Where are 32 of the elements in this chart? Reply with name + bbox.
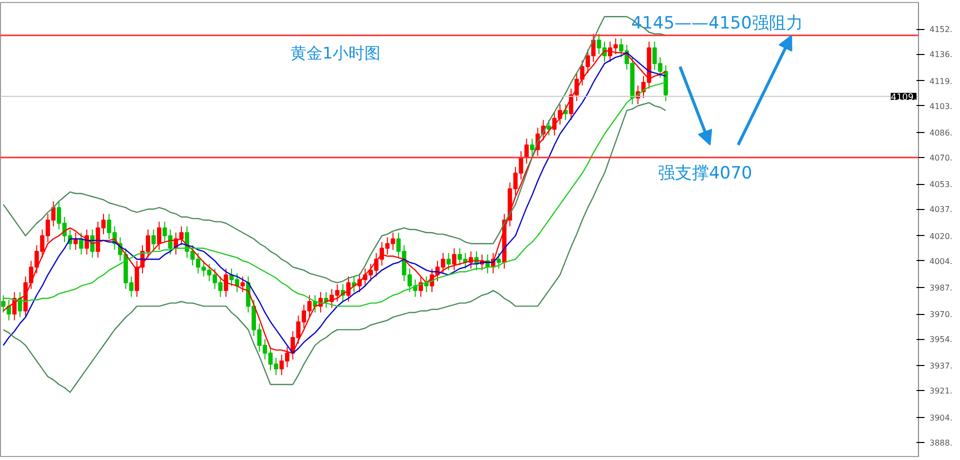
candlestick bbox=[524, 138, 529, 164]
y-tick-label: 4136. bbox=[930, 50, 952, 60]
y-tick-label: 4070. bbox=[930, 153, 952, 162]
candlestick bbox=[156, 221, 162, 250]
y-tick-label: 3987. bbox=[930, 283, 952, 292]
y-tick-label: 4086. bbox=[930, 128, 952, 138]
y-tick-label: 3904. bbox=[930, 413, 952, 422]
y-tick-label: 4004. bbox=[930, 256, 952, 266]
y-tick-label: 3954. bbox=[930, 335, 952, 344]
candlestick bbox=[418, 276, 423, 298]
ref-line-label: 强支撑4070 bbox=[658, 163, 752, 184]
y-tick-label: 4053. bbox=[930, 180, 952, 190]
y-tick-label: 3888. bbox=[930, 438, 952, 448]
candlestick bbox=[79, 232, 84, 256]
y-tick-label: 4037. bbox=[930, 205, 952, 214]
y-tick-label: 4119. bbox=[930, 76, 952, 86]
candlestick bbox=[546, 119, 552, 136]
y-tick-label: 3937. bbox=[930, 362, 952, 371]
candlestick bbox=[496, 252, 501, 270]
candlestick bbox=[151, 229, 156, 250]
candlestick bbox=[134, 260, 140, 298]
candlestick bbox=[446, 252, 451, 271]
annotation: 4109. bbox=[890, 92, 916, 103]
y-tick-label: 4152. bbox=[930, 25, 952, 34]
y-tick-label: 3921. bbox=[930, 386, 952, 396]
y-tick-label: 4103. bbox=[930, 102, 952, 111]
candlestick bbox=[452, 248, 456, 271]
candlestick bbox=[240, 276, 245, 293]
text: 黄金1小时图 bbox=[290, 44, 381, 62]
y-tick-label: 4020. bbox=[930, 232, 952, 241]
candlestick bbox=[530, 138, 534, 156]
y-tick-label: 3970. bbox=[930, 310, 952, 320]
